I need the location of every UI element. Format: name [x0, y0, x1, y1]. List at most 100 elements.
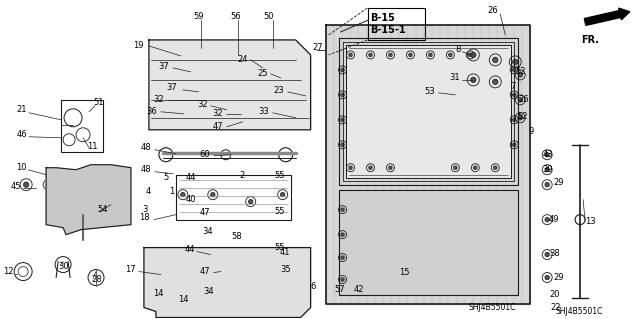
- Text: 28: 28: [91, 275, 102, 284]
- Polygon shape: [346, 45, 511, 178]
- Text: 48: 48: [140, 143, 151, 152]
- Text: 34: 34: [202, 227, 213, 236]
- Circle shape: [369, 166, 372, 169]
- Text: 32: 32: [197, 100, 208, 109]
- Bar: [168, 262, 196, 298]
- Text: 10: 10: [15, 163, 26, 172]
- Circle shape: [369, 53, 372, 57]
- Text: 42: 42: [354, 285, 365, 294]
- Text: 32: 32: [212, 109, 223, 118]
- Text: B-15-1: B-15-1: [371, 25, 406, 35]
- Text: 51: 51: [93, 98, 104, 107]
- Text: 52: 52: [515, 67, 525, 76]
- Circle shape: [545, 182, 549, 187]
- Text: 56: 56: [231, 12, 241, 21]
- Text: 4: 4: [146, 187, 151, 196]
- Text: 9: 9: [528, 127, 534, 136]
- Text: 45: 45: [11, 182, 21, 191]
- Text: 14: 14: [154, 289, 164, 298]
- Text: 43: 43: [542, 150, 553, 159]
- Circle shape: [493, 57, 498, 63]
- Text: SHJ4B5501C: SHJ4B5501C: [555, 308, 602, 316]
- Text: 41: 41: [280, 248, 290, 257]
- Bar: [176, 175, 291, 220]
- Text: 48: 48: [140, 165, 151, 174]
- Circle shape: [545, 167, 549, 172]
- Text: 32: 32: [153, 95, 164, 104]
- Text: 50: 50: [264, 12, 274, 21]
- Circle shape: [470, 77, 476, 83]
- Circle shape: [545, 217, 549, 222]
- Text: 14: 14: [179, 295, 189, 304]
- Circle shape: [493, 79, 498, 85]
- Text: 15: 15: [399, 268, 410, 277]
- Circle shape: [180, 192, 185, 197]
- Polygon shape: [149, 40, 310, 130]
- Text: 18: 18: [140, 213, 150, 222]
- Text: 36: 36: [146, 107, 157, 116]
- Circle shape: [513, 143, 516, 146]
- Text: 39: 39: [542, 165, 553, 174]
- Text: 1: 1: [168, 187, 174, 196]
- Circle shape: [340, 143, 344, 146]
- Circle shape: [388, 53, 392, 57]
- Text: 58: 58: [231, 232, 242, 241]
- Text: 3: 3: [143, 205, 148, 214]
- Circle shape: [513, 93, 516, 97]
- Circle shape: [340, 233, 344, 236]
- Text: 44: 44: [184, 245, 195, 254]
- Text: SHJ4B5501C: SHJ4B5501C: [468, 303, 516, 312]
- Text: 37: 37: [166, 83, 177, 93]
- Text: 59: 59: [194, 12, 204, 21]
- Text: 52: 52: [517, 112, 528, 121]
- Text: 44: 44: [186, 173, 196, 182]
- Text: 47: 47: [212, 122, 223, 131]
- Circle shape: [198, 106, 203, 110]
- Text: 23: 23: [273, 86, 284, 95]
- Circle shape: [46, 182, 51, 187]
- Text: 27: 27: [312, 43, 323, 52]
- Circle shape: [513, 59, 518, 64]
- Bar: [244, 262, 272, 298]
- Text: 5: 5: [164, 173, 169, 182]
- Bar: [367, 8, 426, 40]
- Circle shape: [493, 166, 497, 169]
- Circle shape: [157, 250, 161, 255]
- Text: 20: 20: [549, 290, 559, 299]
- Polygon shape: [339, 190, 518, 294]
- Circle shape: [518, 115, 522, 120]
- Polygon shape: [326, 25, 530, 305]
- Text: 24: 24: [237, 56, 248, 64]
- Text: 47: 47: [199, 267, 210, 276]
- Text: 49: 49: [548, 215, 559, 224]
- Circle shape: [214, 269, 218, 274]
- Circle shape: [280, 192, 285, 197]
- Circle shape: [173, 68, 178, 72]
- Circle shape: [234, 85, 238, 90]
- Text: 54: 54: [97, 205, 108, 214]
- Circle shape: [340, 278, 344, 281]
- Text: 55: 55: [275, 171, 285, 180]
- Text: B-15: B-15: [371, 13, 396, 23]
- Text: 21: 21: [17, 105, 27, 114]
- Circle shape: [227, 115, 231, 120]
- Text: 37: 37: [158, 63, 169, 71]
- Circle shape: [78, 190, 88, 200]
- Circle shape: [449, 53, 452, 57]
- FancyArrow shape: [584, 8, 630, 26]
- Text: 34: 34: [203, 287, 214, 296]
- Text: 55: 55: [275, 207, 285, 216]
- Circle shape: [454, 166, 457, 169]
- Bar: [206, 262, 234, 298]
- Circle shape: [388, 166, 392, 169]
- Text: 29: 29: [553, 273, 564, 282]
- Text: 31: 31: [450, 73, 460, 82]
- Text: 25: 25: [257, 69, 268, 78]
- Text: 12: 12: [3, 267, 13, 276]
- Text: 6: 6: [310, 282, 316, 291]
- Circle shape: [513, 118, 516, 122]
- Circle shape: [408, 53, 412, 57]
- Circle shape: [340, 256, 344, 259]
- Text: FR.: FR.: [581, 35, 599, 45]
- Bar: [161, 255, 296, 305]
